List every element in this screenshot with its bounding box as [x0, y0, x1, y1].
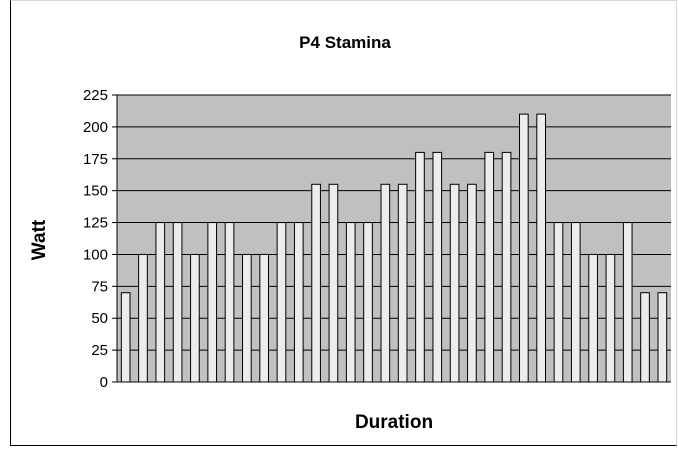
bar: [363, 222, 373, 383]
bar: [138, 253, 148, 383]
bar: [207, 222, 218, 383]
y-tick-label: 125: [83, 215, 108, 232]
bar: [172, 222, 183, 383]
bar: [415, 151, 425, 383]
bar: [449, 183, 460, 383]
bar: [380, 183, 391, 383]
y-tick-label: 225: [83, 87, 108, 104]
bar: [120, 292, 131, 383]
bar: [501, 151, 512, 383]
bar: [276, 222, 287, 383]
bar: [605, 253, 616, 383]
bars: [120, 113, 668, 383]
bar: [345, 222, 356, 383]
bar: [190, 253, 200, 383]
chart-frame: [10, 0, 677, 446]
y-tick-label: 75: [91, 278, 108, 295]
bar: [155, 222, 166, 383]
bar: [570, 222, 581, 383]
bar: [657, 292, 668, 383]
y-axis-label: Watt: [29, 219, 50, 260]
y-tick-label: 25: [91, 342, 108, 359]
y-tick-label: 100: [83, 246, 108, 263]
bar: [432, 151, 443, 383]
y-tick-label: 150: [83, 183, 108, 200]
bar: [293, 222, 304, 383]
plot-area: [117, 95, 671, 382]
chart-title: P4 Stamina: [299, 33, 391, 52]
bar: [242, 253, 252, 383]
bar: [328, 183, 339, 383]
bar: [467, 183, 477, 383]
y-tick-label: 175: [83, 151, 108, 168]
y-tick-label: 50: [91, 310, 108, 327]
bar: [484, 151, 495, 383]
y-tick-label: 200: [83, 119, 108, 136]
bar: [536, 113, 546, 383]
y-axis-ticks: 0 25 50 75 100 125 150 175 200 225: [83, 87, 117, 391]
bar: [397, 183, 408, 383]
bar: [640, 292, 650, 383]
bar: [259, 253, 269, 383]
bar: [588, 253, 598, 383]
bar: [519, 113, 529, 383]
x-axis-label: Duration: [355, 412, 433, 433]
bar: [224, 222, 235, 383]
bar: [311, 183, 321, 383]
bar: [622, 222, 633, 383]
y-tick-label: 0: [100, 374, 108, 391]
bar: [553, 222, 564, 383]
